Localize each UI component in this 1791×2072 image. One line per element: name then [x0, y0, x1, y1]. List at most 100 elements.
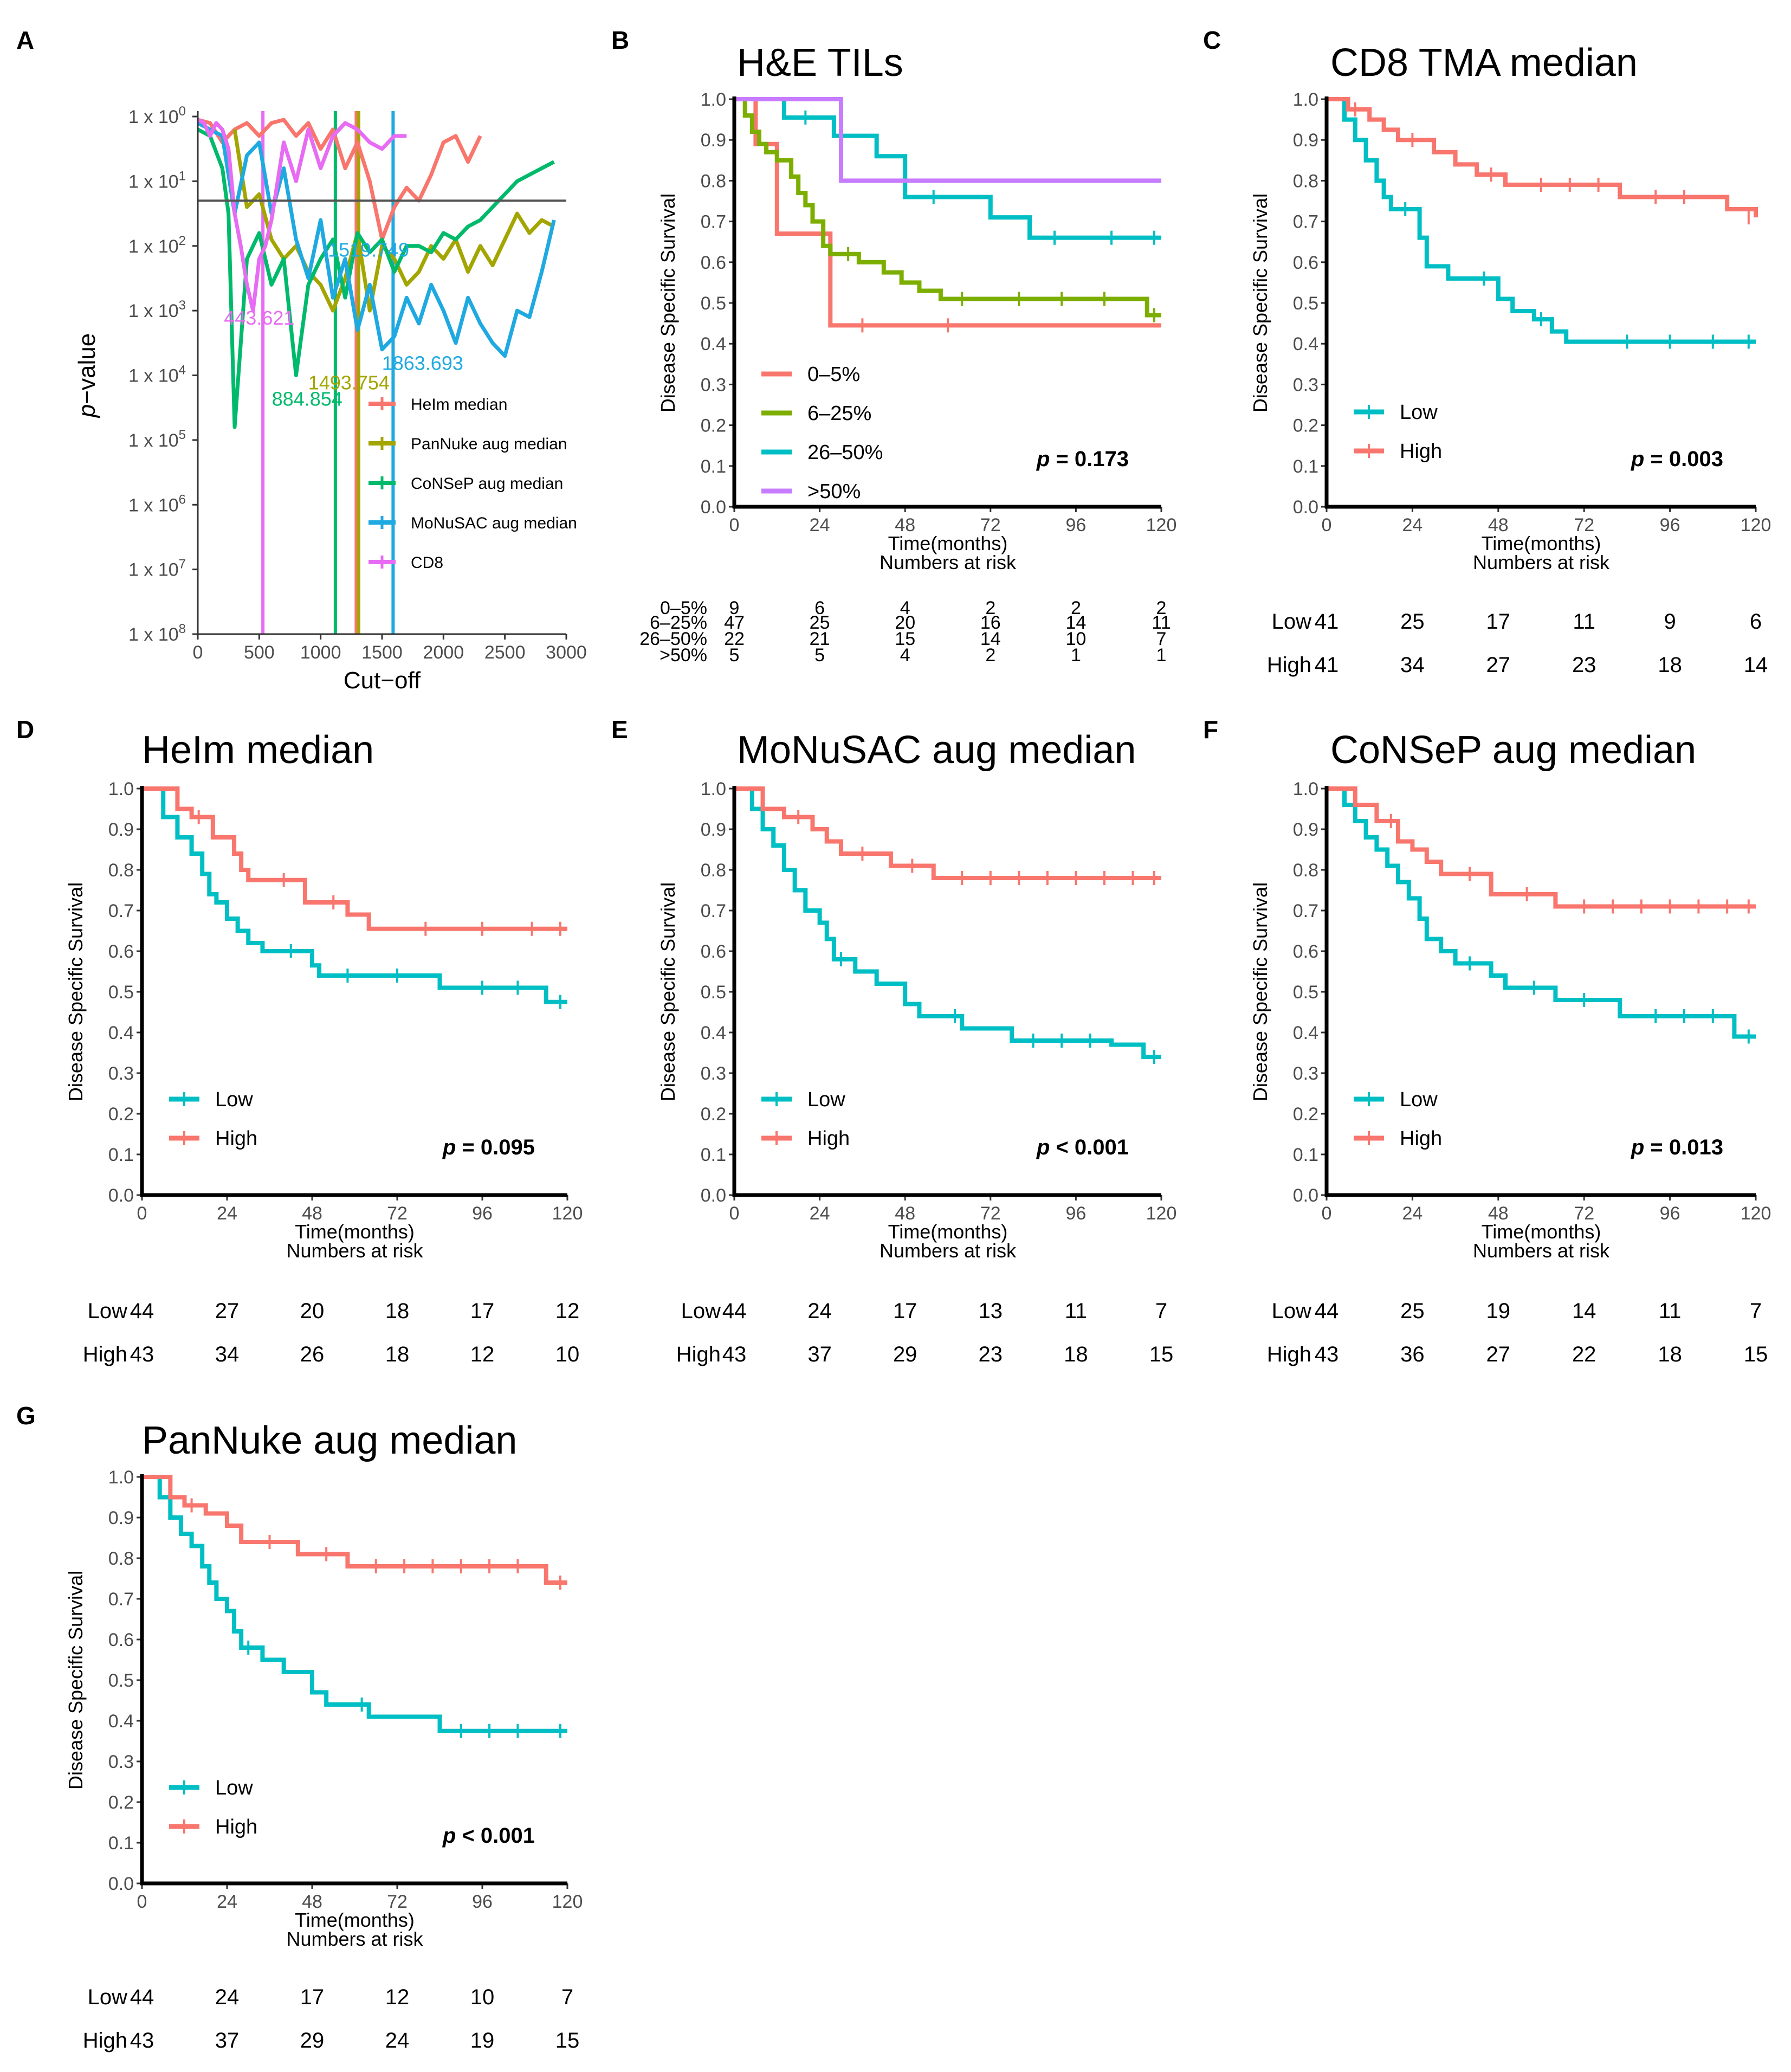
y-tick-label: 0.1 — [1293, 456, 1318, 477]
risk-count: 29 — [893, 1342, 917, 1366]
x-tick-label: 1500 — [361, 642, 403, 663]
y-tick-label: 0.4 — [1293, 1023, 1318, 1043]
risk-count: 44 — [130, 1299, 154, 1323]
y-tick-label: 0.0 — [701, 497, 726, 518]
y-tick-base: 1 x 10 — [128, 171, 179, 192]
risk-count: 13 — [979, 1299, 1003, 1323]
risk-count: 22 — [1572, 1342, 1596, 1366]
risk-count: 9 — [729, 598, 740, 618]
risk-count: 12 — [555, 1299, 580, 1323]
y-tick-label: 0.8 — [108, 860, 134, 881]
x-axis-label: Time(months) — [295, 1909, 415, 1931]
risk-count: 12 — [470, 1342, 495, 1366]
risk-count: 5 — [814, 645, 825, 666]
x-axis-label: Time(months) — [888, 1221, 1008, 1243]
risk-count: 20 — [895, 612, 915, 633]
legend-label: 0–5% — [807, 363, 860, 386]
y-tick-label: 0.5 — [1293, 293, 1318, 314]
x-tick-label: 0 — [729, 515, 740, 535]
risk-count: 27 — [1486, 653, 1511, 677]
y-tick-label: 0.4 — [701, 1023, 726, 1043]
panel-label-d: D — [16, 715, 34, 744]
x-tick-label: 24 — [810, 1203, 830, 1224]
y-tick-label: 0.7 — [701, 901, 726, 921]
cutoff-annotation: 1863.693 — [382, 352, 463, 375]
y-axis-label-variable: p — [74, 404, 100, 418]
risk-count: 34 — [215, 1342, 240, 1366]
cutoff-annotation: 1493.754 — [308, 371, 390, 393]
x-tick-label: 0 — [729, 1203, 740, 1224]
y-tick-label: 1.0 — [108, 779, 134, 799]
legend-label: CoNSeP aug median — [411, 475, 563, 493]
risk-table-title: Numbers at risk — [286, 1240, 423, 1262]
legend-label: 6–25% — [807, 402, 871, 425]
panel-label-f: F — [1203, 715, 1218, 744]
p-value: p = 0.095 — [442, 1135, 535, 1159]
survival-curve — [734, 97, 1161, 240]
risk-row-label: Low — [88, 1299, 127, 1323]
y-tick-label: 0.1 — [701, 1145, 726, 1165]
survival-curve — [734, 97, 1161, 318]
y-tick-label: 0.4 — [108, 1023, 134, 1043]
risk-count: 4 — [900, 645, 910, 666]
y-tick-base: 1 x 10 — [128, 560, 179, 580]
risk-count: 36 — [1400, 1342, 1425, 1366]
y-tick-label: 1.0 — [1293, 89, 1318, 110]
risk-count: 21 — [810, 629, 830, 649]
y-tick-exponent: 7 — [179, 557, 186, 572]
y-tick-base: 1 x 10 — [128, 430, 179, 451]
panel-c: C CD8 TMA median 0.0 0.1 0.2 0.3 0.4 0.5 0.6 0.7 0… — [1203, 26, 1771, 677]
risk-count: 14 — [980, 629, 1001, 649]
y-tick-label: 0.8 — [701, 860, 726, 881]
risk-count: 7 — [1155, 1299, 1167, 1323]
y-tick-base: 1 x 10 — [128, 107, 179, 127]
risk-count: 7 — [1156, 629, 1167, 649]
x-tick-label: 72 — [980, 515, 1001, 535]
y-tick-exponent: 3 — [179, 298, 186, 313]
x-tick-label: 0 — [193, 642, 203, 663]
risk-count: 43 — [130, 1342, 154, 1366]
y-tick-label: 1 x 103 — [128, 298, 186, 321]
risk-count: 11 — [1573, 610, 1595, 634]
risk-count: 43 — [130, 2029, 154, 2052]
risk-count: 23 — [979, 1342, 1003, 1366]
p-value-text: = 0.095 — [456, 1135, 535, 1159]
x-tick-label: 120 — [552, 1892, 583, 1912]
panel-f: F CoNSeP aug median 0.0 0.1 0.2 0.3 0.4 0.5 0.6 0… — [1203, 715, 1771, 1366]
series-line — [198, 121, 556, 358]
risk-count: 6 — [814, 598, 825, 618]
risk-count: 20 — [300, 1299, 325, 1323]
x-tick-label: 0 — [1322, 1203, 1332, 1224]
risk-count: 7 — [561, 1985, 573, 2009]
risk-count: 44 — [130, 1985, 154, 2009]
x-tick-label: 500 — [244, 642, 275, 663]
x-tick-label: 96 — [1065, 515, 1086, 535]
cutoff-annotation: 884.854 — [272, 388, 342, 410]
x-tick-label: 72 — [1574, 1203, 1594, 1224]
risk-count: 6 — [1750, 610, 1762, 634]
x-tick-label: 48 — [895, 515, 915, 535]
p-value-text: = 0.173 — [1050, 447, 1129, 471]
risk-count: 27 — [215, 1299, 240, 1323]
p-value: p = 0.003 — [1631, 447, 1723, 471]
panel-label-b: B — [611, 26, 629, 54]
x-tick-label: 120 — [1146, 515, 1177, 535]
risk-row-label: 26–50% — [639, 629, 707, 649]
x-tick-label: 120 — [1741, 1203, 1771, 1224]
legend-label: High — [215, 1816, 257, 1838]
y-tick-exponent: 5 — [179, 428, 186, 442]
risk-count: 5 — [729, 645, 740, 666]
survival-curve — [142, 1475, 567, 1585]
legend-label: Low — [1400, 401, 1438, 424]
risk-count: 14 — [1065, 612, 1086, 633]
survival-curve — [1327, 786, 1756, 1039]
y-tick-label: 0.1 — [108, 1145, 134, 1165]
risk-count: 25 — [1400, 610, 1425, 634]
y-tick-label: 0.0 — [1293, 1185, 1318, 1206]
legend-label: Low — [215, 1088, 253, 1111]
y-axis-label: Disease Specific Survival — [657, 882, 679, 1101]
risk-count: 15 — [1744, 1342, 1768, 1366]
y-tick-label: 0.1 — [1293, 1145, 1318, 1165]
x-tick-label: 48 — [1488, 515, 1509, 535]
